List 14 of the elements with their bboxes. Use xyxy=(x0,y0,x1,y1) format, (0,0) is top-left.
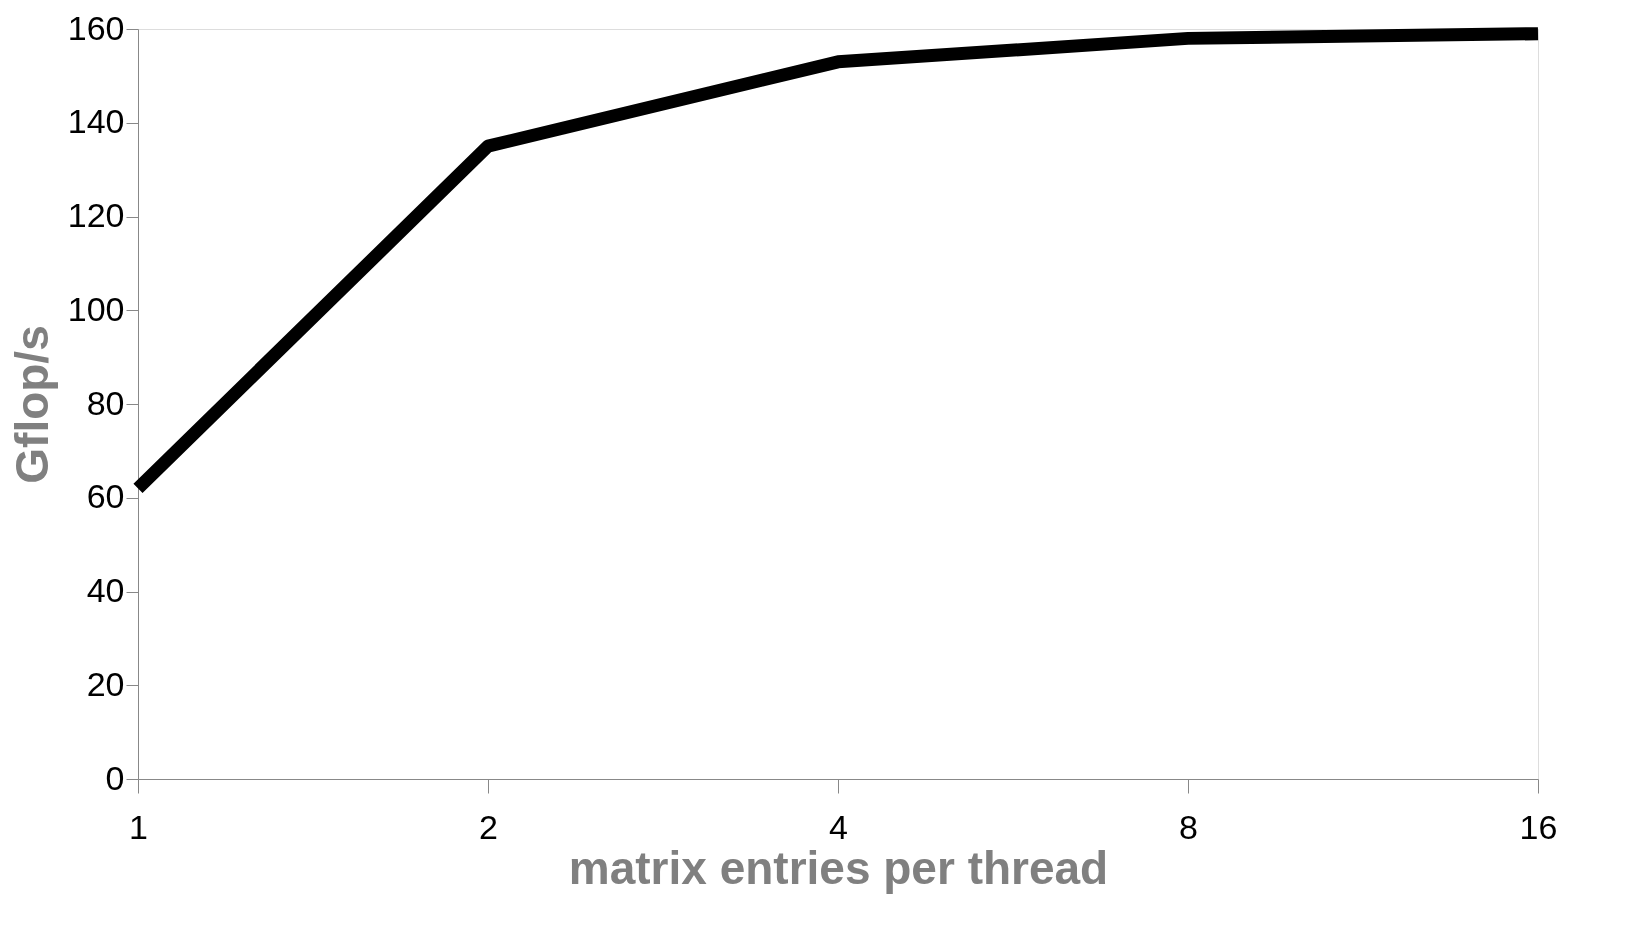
y-tick-label: 80 xyxy=(86,383,125,422)
x-tick-label: 16 xyxy=(1519,807,1558,846)
x-tick-label: 2 xyxy=(479,807,498,846)
y-axis-title: Gflop/s xyxy=(5,325,58,484)
x-tick-label: 8 xyxy=(1179,807,1198,846)
y-tick-label: 0 xyxy=(105,758,125,797)
y-tick-label: 120 xyxy=(67,196,125,234)
y-tick-label: 100 xyxy=(67,289,125,328)
y-tick-label: 20 xyxy=(86,664,125,703)
y-tick-label: 140 xyxy=(67,102,125,141)
y-tick-label: 60 xyxy=(86,477,125,516)
x-tick-label: 1 xyxy=(129,807,148,846)
y-tick-label: 160 xyxy=(67,8,125,47)
y-tick-label: 40 xyxy=(86,571,125,609)
